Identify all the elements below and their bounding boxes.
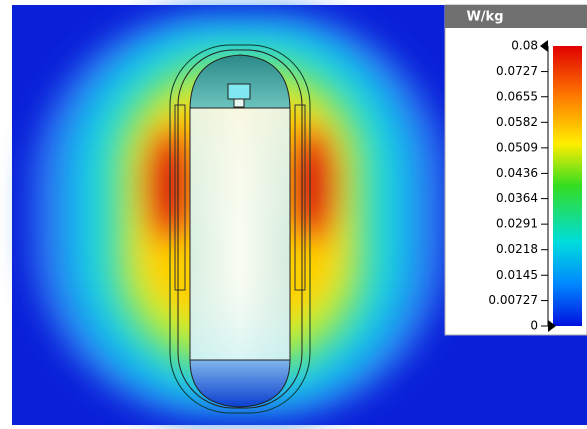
- tick-label: 0.0364: [496, 191, 538, 205]
- tick-label: 0.0436: [496, 166, 538, 180]
- tick-label: 0.0582: [496, 115, 538, 129]
- min-arrow: [548, 320, 556, 332]
- tick-label: 0.0509: [496, 140, 538, 154]
- tick-label: 0.0727: [496, 64, 538, 78]
- tick-label: 0.0655: [496, 89, 538, 103]
- device: [169, 44, 311, 414]
- max-arrow: [540, 40, 548, 52]
- colorbar-header: [445, 5, 587, 28]
- tick-label: 0.0145: [496, 268, 538, 282]
- colorbar-title: W/kg: [466, 10, 503, 25]
- tick-label: 0: [530, 319, 538, 333]
- colorbar: [553, 46, 582, 326]
- tick-label: 0.08: [511, 39, 538, 53]
- tick-label: 0.00727: [488, 293, 538, 307]
- tick-label: 0.0291: [496, 217, 538, 231]
- tick-label: 0.0218: [496, 242, 538, 256]
